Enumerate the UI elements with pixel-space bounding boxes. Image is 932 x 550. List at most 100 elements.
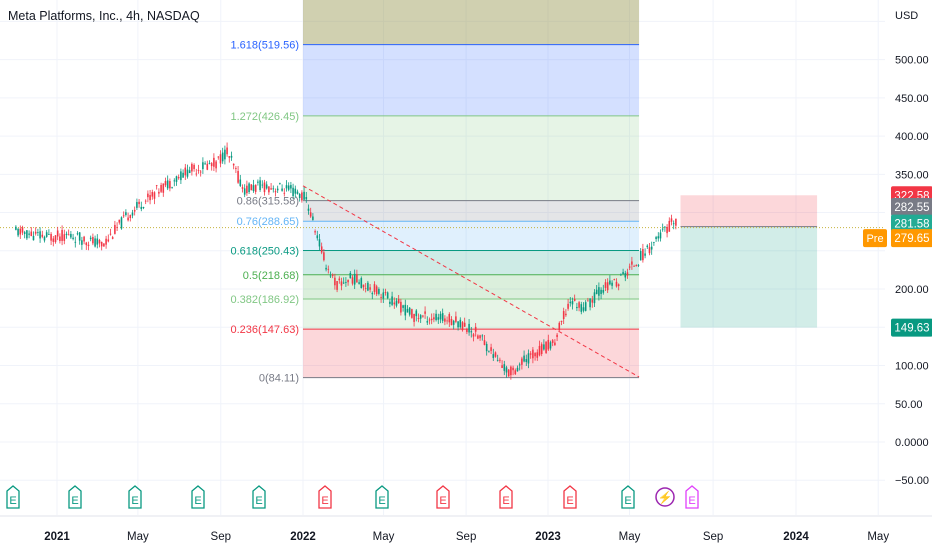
- candle-body: [496, 360, 499, 361]
- candle-body: [125, 212, 127, 216]
- candle-body: [318, 239, 321, 247]
- candle-body: [59, 236, 61, 242]
- fib-retracement[interactable]: [303, 0, 640, 379]
- candle-body: [657, 236, 660, 239]
- candle-body: [184, 167, 187, 176]
- short-position-tool[interactable]: [0, 195, 885, 328]
- candle-body: [386, 292, 389, 299]
- earnings-events[interactable]: E E E E E E E E E E E ⚡ E: [6, 485, 699, 509]
- candle-body: [89, 237, 92, 240]
- candle-body: [452, 320, 455, 325]
- candle-body: [653, 242, 655, 243]
- earnings-icon-label: E: [194, 495, 201, 507]
- candle-body: [457, 321, 459, 328]
- fib-zone: [303, 200, 640, 222]
- candle-body: [182, 172, 184, 178]
- candle-body: [230, 155, 233, 158]
- candle-body: [406, 308, 409, 313]
- candle-body: [622, 272, 624, 275]
- candle-body: [171, 186, 173, 188]
- candle-body: [78, 232, 81, 241]
- candle-body: [175, 176, 178, 182]
- candle-body: [265, 184, 268, 189]
- candle-body: [246, 185, 248, 194]
- candle-body: [298, 194, 301, 198]
- candle-body: [191, 163, 193, 172]
- price-tick-label: 50.00: [895, 399, 923, 411]
- candle-body: [26, 230, 28, 239]
- premarket-badge: [863, 229, 887, 248]
- candle-body: [76, 233, 79, 235]
- candle-body: [111, 237, 114, 239]
- candle-body: [589, 298, 591, 308]
- time-axis[interactable]: 2021 May Sep 2022 May Sep 2023 May Sep 2024 May: [0, 515, 932, 543]
- candle-body: [562, 311, 565, 320]
- candle-body: [422, 315, 424, 317]
- candle-body: [380, 297, 382, 298]
- candle-body: [131, 212, 134, 216]
- candle-body: [565, 313, 567, 316]
- candle-body: [155, 185, 158, 187]
- candle-body: [367, 282, 369, 291]
- trend-line[interactable]: [302, 185, 640, 378]
- candle-body: [204, 163, 206, 165]
- candle-body: [430, 318, 433, 321]
- candle-body: [675, 218, 677, 226]
- candle-body: [206, 163, 209, 170]
- candle-body: [248, 183, 250, 193]
- chart-title: Meta Platforms, Inc., 4h, NASDAQ: [8, 9, 200, 23]
- candle-body: [312, 216, 314, 220]
- candle-body: [441, 313, 444, 321]
- candle-body: [512, 367, 514, 371]
- earnings-icon-label: E: [321, 495, 328, 507]
- price-tag-label: 281.58: [894, 219, 929, 231]
- candle-body: [492, 354, 495, 358]
- candle-body: [644, 253, 646, 256]
- candle-body: [450, 319, 453, 326]
- candle-body: [455, 316, 457, 322]
- candle-body: [545, 341, 547, 353]
- candle-body: [468, 323, 470, 333]
- candle-body: [606, 282, 609, 291]
- candle-body: [72, 237, 74, 240]
- candle-body: [369, 287, 371, 290]
- candle-body: [180, 171, 182, 181]
- candle-body: [499, 359, 501, 361]
- candle-body: [334, 277, 336, 286]
- currency-label: USD: [895, 10, 918, 22]
- candle-body: [307, 208, 310, 211]
- candle-body: [413, 313, 415, 322]
- candle-body: [252, 185, 255, 192]
- candle-body: [237, 171, 239, 183]
- candle-body: [628, 266, 631, 268]
- candle-body: [347, 280, 349, 283]
- candle-body: [560, 320, 563, 323]
- time-tick-label: 2023: [535, 531, 561, 543]
- earnings-icon-label: E: [688, 495, 695, 507]
- fib-zone: [303, 115, 640, 201]
- candle-body: [268, 186, 270, 193]
- candle-body: [650, 246, 653, 250]
- candle-body: [507, 369, 510, 377]
- candle-body: [345, 282, 347, 283]
- candle-body: [296, 191, 299, 194]
- price-tick-label: 100.00: [895, 361, 929, 373]
- candle-body: [32, 235, 35, 241]
- candle-body: [591, 299, 594, 303]
- candle-body: [232, 163, 235, 166]
- premarket-label: Pre: [866, 233, 883, 245]
- candle-body: [217, 156, 220, 158]
- candle-body: [554, 342, 556, 346]
- candle-body: [540, 344, 543, 355]
- dividend-icon-label: ⚡: [658, 491, 673, 505]
- candle-body: [127, 217, 129, 221]
- candle-body: [39, 231, 41, 239]
- candle-body: [384, 292, 387, 293]
- candle-body: [567, 303, 569, 309]
- candle-body: [45, 232, 48, 237]
- price-axis[interactable]: USD 500.00450.00400.00350.00200.00150.00…: [895, 10, 929, 487]
- candle-body: [646, 245, 649, 248]
- candle-body: [516, 367, 519, 372]
- candle-body: [34, 231, 37, 234]
